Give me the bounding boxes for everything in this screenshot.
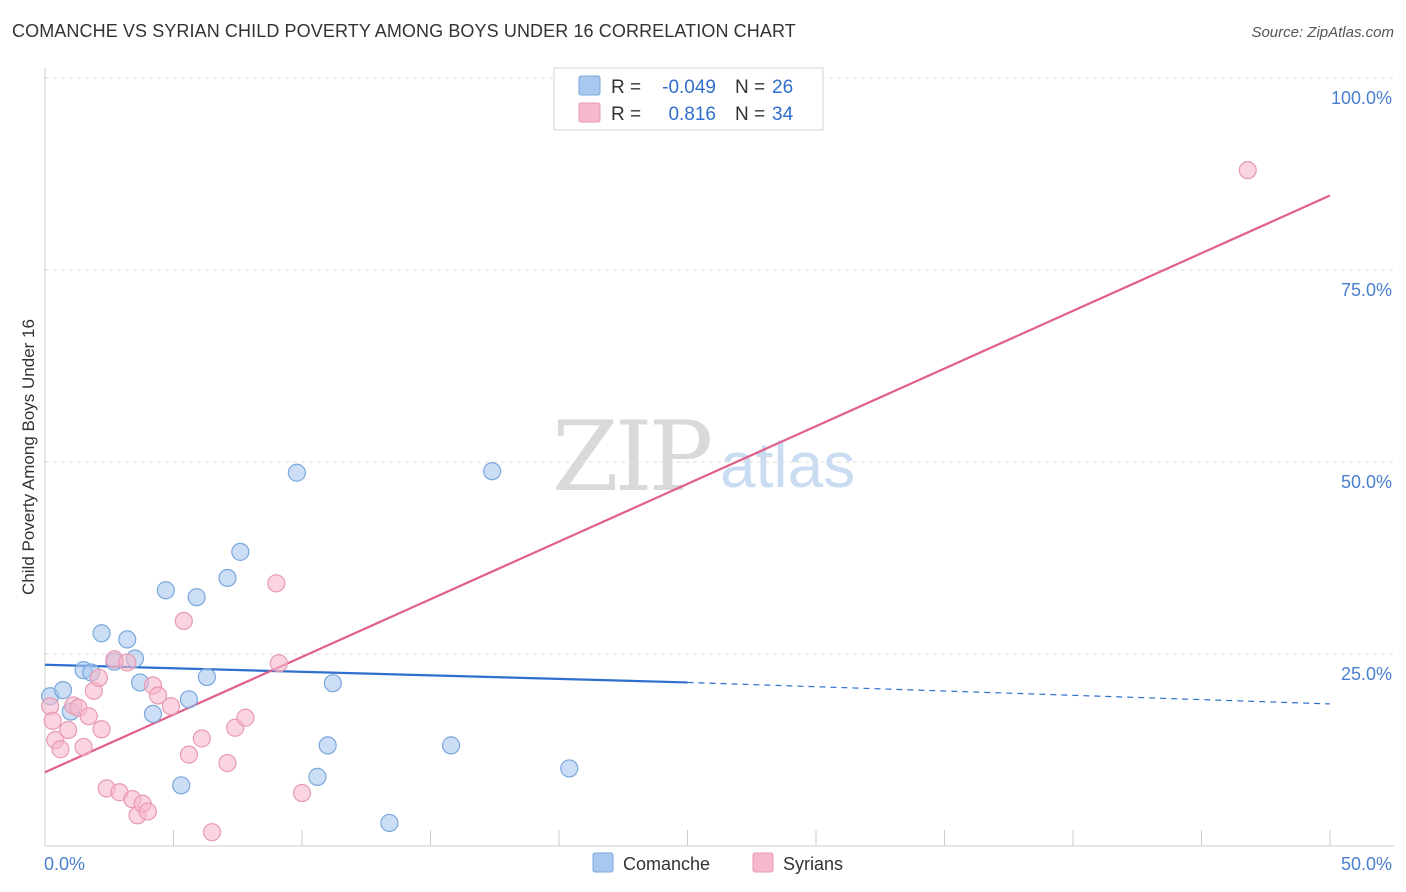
syrians-point-29	[236, 708, 255, 727]
comanche-point-14	[187, 588, 206, 607]
comanche-r-label: R =	[611, 77, 641, 98]
syrians-point-26	[202, 823, 222, 842]
comanche-point-17	[231, 542, 250, 561]
comanche-point-23	[441, 736, 461, 755]
comanche-point-24	[483, 462, 502, 481]
syrians-r-value: 0.816	[668, 104, 716, 125]
comanche-bottom-swatch	[592, 852, 614, 873]
syrians-point-30	[267, 574, 286, 593]
x-tick-label-max: 50.0%	[1341, 854, 1392, 874]
syrians-point-15	[118, 653, 137, 672]
syrians-point-7	[74, 737, 93, 757]
syrians-point-21	[148, 686, 168, 705]
source-label: Source: ZipAtlas.com	[1251, 24, 1394, 41]
comanche-point-10	[143, 704, 163, 724]
syrians-legend-label: Syrians	[783, 854, 843, 874]
series-legend: Comanche Syrians	[592, 852, 843, 874]
comanche-point-20	[308, 767, 327, 786]
comanche-point-11	[156, 581, 175, 600]
syrians-point-4	[59, 720, 78, 740]
syrians-point-25	[192, 729, 211, 748]
chart-title: COMANCHE VS SYRIAN CHILD POVERTY AMONG B…	[12, 21, 796, 41]
syrians-point-8	[79, 707, 98, 726]
comanche-trend-line	[44, 663, 688, 684]
comanche-legend-label: Comanche	[623, 854, 710, 874]
syrians-point-3	[51, 740, 70, 759]
comanche-legend-swatch	[578, 75, 601, 96]
syrians-point-24	[179, 745, 199, 764]
syrians-bottom-swatch	[752, 852, 774, 873]
comanche-point-21	[318, 736, 337, 755]
y-axis-label: Child Poverty Among Boys Under 16	[19, 319, 38, 595]
comanche-point-5	[92, 624, 111, 643]
comanche-point-16	[218, 568, 237, 588]
syrians-r-label: R =	[611, 104, 641, 125]
syrians-point-31	[269, 654, 288, 673]
comanche-n-value: 26	[772, 77, 793, 98]
syrians-point-19	[138, 802, 157, 821]
syrians-legend-swatch	[578, 102, 601, 123]
comanche-point-19	[323, 674, 342, 693]
stats-legend: R = -0.049 N = 26 R = 0.816 N = 34	[553, 67, 824, 131]
comanche-point-7	[118, 630, 137, 649]
syrians-point-33	[1238, 161, 1257, 180]
comanche-point-1	[53, 680, 73, 700]
syrians-point-23	[174, 611, 193, 631]
comanche-point-25	[560, 759, 579, 778]
watermark-zip: ZIP	[552, 401, 711, 513]
comanche-point-15	[197, 667, 217, 687]
syrians-point-27	[218, 753, 237, 773]
syrians-point-11	[92, 720, 111, 739]
trend-lines	[44, 194, 1331, 774]
y-tick-label-25: 25.0%	[1341, 664, 1392, 684]
watermark: ZIP atlas	[552, 401, 855, 513]
watermark-atlas: atlas	[720, 429, 855, 501]
comanche-point-18	[287, 463, 306, 482]
data-points	[41, 161, 1257, 842]
x-axis-ticks	[44, 830, 1331, 846]
comanche-trend-line-extrapolated	[687, 681, 1331, 705]
x-tick-label-min: 0.0%	[44, 854, 85, 874]
comanche-point-22	[380, 813, 399, 833]
syrians-trend-line	[44, 194, 1331, 774]
y-tick-label-100: 100.0%	[1331, 88, 1392, 108]
syrians-n-label: N =	[735, 104, 765, 125]
y-tick-label-75: 75.0%	[1341, 280, 1392, 300]
syrians-point-1	[43, 711, 62, 730]
syrians-point-32	[292, 783, 312, 803]
syrians-point-10	[89, 668, 109, 687]
grid-lines	[45, 77, 1394, 655]
syrians-n-value: 34	[772, 104, 794, 125]
comanche-r-value: -0.049	[662, 77, 716, 98]
y-tick-label-50: 50.0%	[1341, 472, 1392, 492]
syrians-point-22	[161, 697, 181, 716]
y-tick-labels: 25.0% 50.0% 75.0% 100.0%	[1331, 88, 1392, 684]
comanche-n-label: N =	[735, 77, 765, 98]
comanche-point-13	[179, 690, 199, 709]
comanche-point-12	[172, 776, 191, 795]
